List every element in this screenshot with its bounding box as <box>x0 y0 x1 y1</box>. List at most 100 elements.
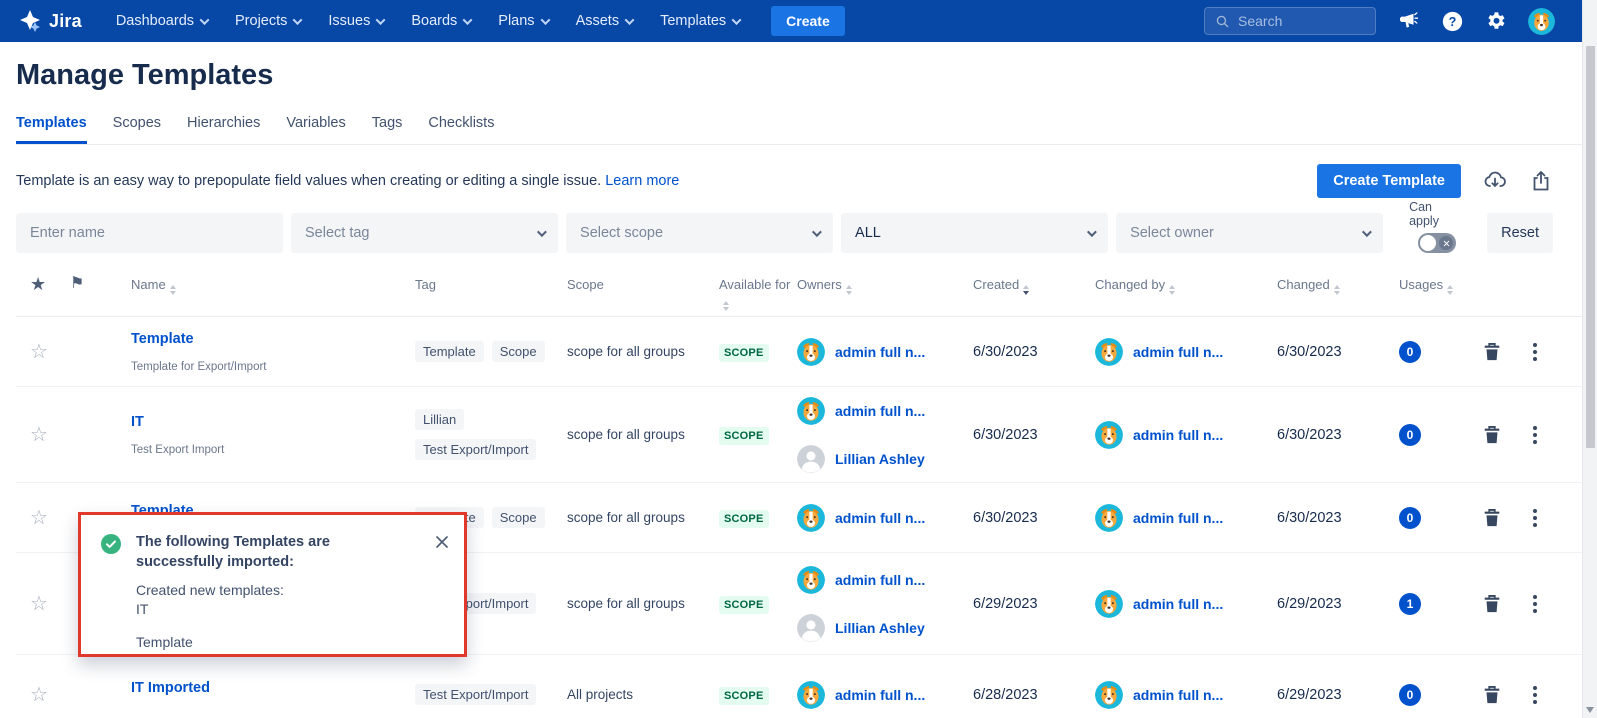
available-for-filter-select[interactable]: ALL <box>841 213 1109 253</box>
column-header-created[interactable]: Created <box>973 277 1095 295</box>
delete-button[interactable] <box>1469 341 1515 363</box>
import-success-toast: The following Templates are successfully… <box>78 512 467 657</box>
nav-item-issues[interactable]: Issues <box>328 13 386 29</box>
created-date: 6/30/2023 <box>973 343 1038 360</box>
export-icon[interactable] <box>1529 169 1553 193</box>
favorite-star-icon[interactable]: ☆ <box>30 424 48 446</box>
nav-item-boards[interactable]: Boards <box>411 13 473 29</box>
chevron-down-icon <box>1087 226 1097 237</box>
page-title: Manage Templates <box>16 59 274 91</box>
jira-brand[interactable]: Jira <box>18 9 82 33</box>
avatar-dog-icon <box>1095 681 1123 709</box>
nav-item-plans[interactable]: Plans <box>498 13 551 29</box>
can-apply-toggle[interactable] <box>1418 233 1457 253</box>
column-header-owners[interactable]: Owners <box>797 277 973 295</box>
more-actions-button[interactable] <box>1529 682 1541 708</box>
template-name-link[interactable]: Template <box>131 330 194 347</box>
reset-button[interactable]: Reset <box>1487 213 1554 253</box>
can-apply-label: Can apply <box>1409 200 1439 228</box>
more-actions-button[interactable] <box>1529 339 1541 365</box>
owner-link[interactable]: admin full n... <box>835 343 926 360</box>
tab-tags[interactable]: Tags <box>371 115 403 131</box>
name-filter[interactable] <box>16 213 284 253</box>
owner-link[interactable]: admin full n... <box>835 509 926 526</box>
nav-item-templates[interactable]: Templates <box>660 13 742 29</box>
avatar-dog-icon <box>797 397 825 425</box>
search-input[interactable] <box>1238 13 1358 29</box>
table-header: ★ ⚑ Name Tag Scope Available for Owners … <box>16 271 1597 317</box>
tab-variables[interactable]: Variables <box>286 115 346 131</box>
changed-by-cell: admin full n... <box>1095 338 1277 366</box>
tab-scopes[interactable]: Scopes <box>112 115 162 131</box>
column-header-name[interactable]: Name <box>115 277 415 295</box>
scope-cell: scope for all groups <box>567 344 685 359</box>
tag-chip: Test Export/Import <box>415 439 537 460</box>
tab-checklists[interactable]: Checklists <box>428 115 495 131</box>
owner-link[interactable]: Lillian Ashley <box>835 619 925 636</box>
owner-link[interactable]: admin full n... <box>835 402 926 419</box>
changed-by-link[interactable]: admin full n... <box>1133 426 1224 443</box>
template-name-link[interactable]: IT Imported <box>131 679 210 696</box>
column-header-usages[interactable]: Usages <box>1399 277 1469 295</box>
avatar-dog-icon <box>797 681 825 709</box>
changed-by-cell: admin full n... <box>1095 421 1277 449</box>
scope-filter-select[interactable]: Select scope <box>566 213 834 253</box>
help-button[interactable] <box>1440 9 1464 33</box>
tab-templates[interactable]: Templates <box>16 115 87 144</box>
available-for-badge: SCOPE <box>719 509 769 528</box>
create-button[interactable]: Create <box>771 6 845 36</box>
changed-by-link[interactable]: admin full n... <box>1133 686 1224 703</box>
column-header-changed-by[interactable]: Changed by <box>1095 277 1277 295</box>
owner-link[interactable]: Lillian Ashley <box>835 450 925 467</box>
close-icon[interactable] <box>434 534 450 550</box>
changed-by-link[interactable]: admin full n... <box>1133 343 1224 360</box>
favorite-star-icon[interactable]: ☆ <box>30 507 48 529</box>
owner-link[interactable]: admin full n... <box>835 571 926 588</box>
more-actions-button[interactable] <box>1529 505 1541 531</box>
scroll-down-arrow-icon[interactable] <box>1586 707 1594 713</box>
delete-button[interactable] <box>1469 684 1515 706</box>
favorite-star-icon[interactable]: ☆ <box>30 341 48 363</box>
gear-icon <box>1486 11 1507 32</box>
global-search[interactable] <box>1204 7 1376 35</box>
announcements-button[interactable] <box>1396 9 1420 33</box>
favorite-star-icon[interactable]: ☆ <box>30 684 48 706</box>
top-navigation-bar: Jira Dashboards Projects Issues Boards P… <box>0 0 1597 42</box>
name-filter-input[interactable] <box>30 225 270 241</box>
table-row: ☆ Template Template for Export/Import Te… <box>16 317 1597 387</box>
more-actions-button[interactable] <box>1529 422 1541 448</box>
changed-by-link[interactable]: admin full n... <box>1133 509 1224 526</box>
tag-chip: Template <box>415 341 484 362</box>
tab-hierarchies[interactable]: Hierarchies <box>187 115 261 131</box>
learn-more-link[interactable]: Learn more <box>605 173 680 189</box>
changed-date: 6/29/2023 <box>1277 595 1342 612</box>
import-cloud-icon[interactable] <box>1483 169 1507 193</box>
column-header-available-for[interactable]: Available for <box>719 277 797 311</box>
success-check-icon <box>101 534 121 554</box>
more-actions-button[interactable] <box>1529 591 1541 617</box>
nav-item-projects[interactable]: Projects <box>235 13 303 29</box>
created-date: 6/29/2023 <box>973 595 1038 612</box>
user-avatar[interactable] <box>1528 8 1555 35</box>
delete-button[interactable] <box>1469 424 1515 446</box>
chevron-down-icon <box>199 14 210 25</box>
chevron-down-icon <box>375 14 386 25</box>
avatar-dog-icon <box>797 338 825 366</box>
scrollbar-thumb[interactable] <box>1586 46 1595 448</box>
owner-link[interactable]: admin full n... <box>835 686 926 703</box>
column-header-changed[interactable]: Changed <box>1277 277 1399 295</box>
delete-button[interactable] <box>1469 507 1515 529</box>
settings-button[interactable] <box>1484 9 1508 33</box>
template-name-link[interactable]: IT <box>131 413 144 430</box>
changed-by-link[interactable]: admin full n... <box>1133 595 1224 612</box>
tag-filter-select[interactable]: Select tag <box>291 213 559 253</box>
owner-filter-select[interactable]: Select owner <box>1116 213 1384 253</box>
vertical-scrollbar[interactable] <box>1582 0 1597 718</box>
changed-date: 6/29/2023 <box>1277 686 1342 703</box>
favorite-column-star-icon[interactable]: ★ <box>30 274 47 294</box>
nav-item-dashboards[interactable]: Dashboards <box>116 13 210 29</box>
create-template-button[interactable]: Create Template <box>1317 164 1461 198</box>
favorite-star-icon[interactable]: ☆ <box>30 593 48 615</box>
nav-item-assets[interactable]: Assets <box>576 13 635 29</box>
delete-button[interactable] <box>1469 593 1515 615</box>
